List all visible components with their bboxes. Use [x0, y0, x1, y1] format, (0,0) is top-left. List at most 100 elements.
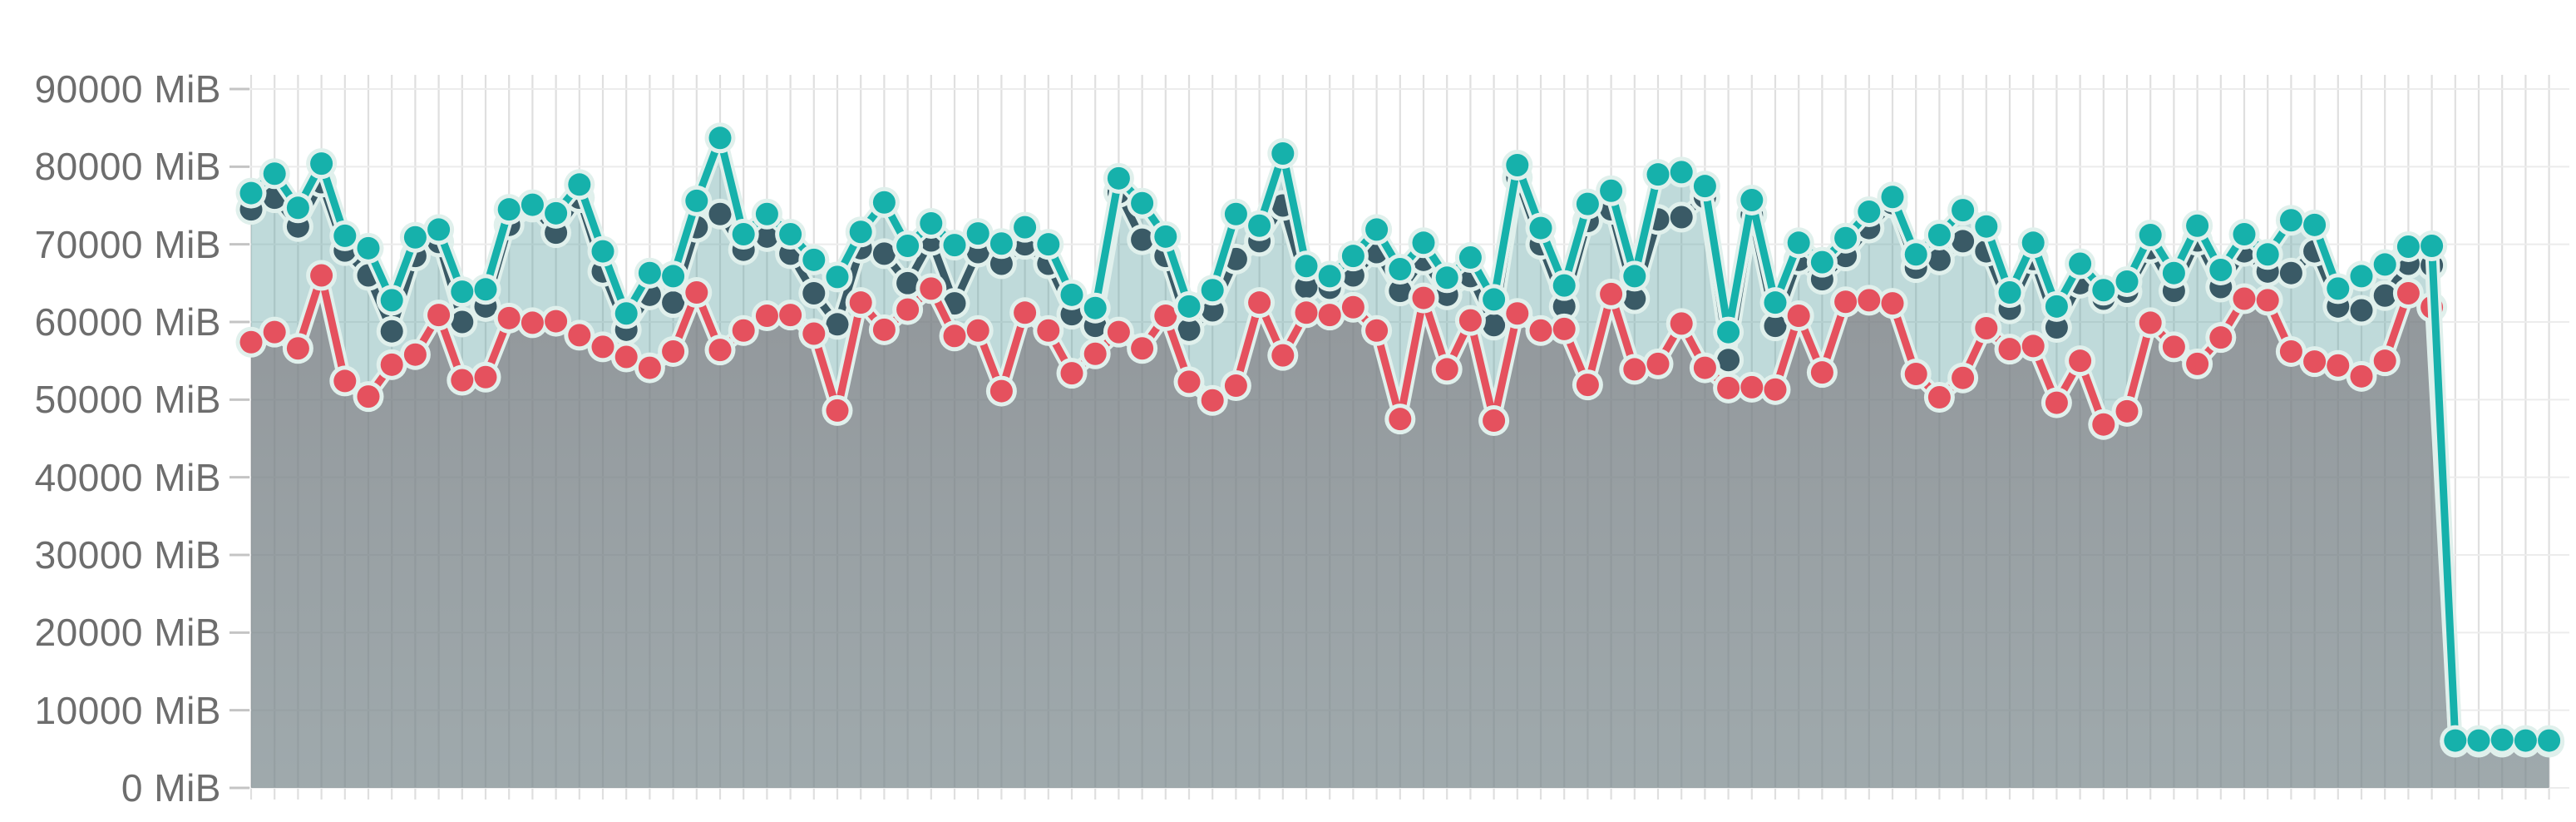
- teal-series-point[interactable]: [638, 261, 661, 285]
- red-series-point[interactable]: [2256, 289, 2279, 312]
- red-series-point[interactable]: [1248, 291, 1271, 314]
- teal-series-point[interactable]: [2209, 258, 2233, 281]
- teal-series-point[interactable]: [826, 265, 849, 289]
- red-series-point[interactable]: [1858, 289, 1881, 312]
- red-series-point[interactable]: [872, 318, 896, 341]
- red-series-point[interactable]: [1740, 375, 1764, 399]
- red-series-point[interactable]: [1318, 304, 1341, 327]
- red-series-point[interactable]: [263, 320, 286, 344]
- teal-series-point[interactable]: [1810, 250, 1833, 274]
- teal-series-point[interactable]: [1552, 274, 1576, 297]
- red-series-point[interactable]: [896, 298, 920, 321]
- teal-series-point[interactable]: [1435, 266, 1458, 290]
- red-series-point[interactable]: [989, 379, 1013, 403]
- red-series-point[interactable]: [708, 339, 732, 362]
- red-series-point[interactable]: [2092, 413, 2115, 436]
- teal-series-point[interactable]: [1834, 226, 1858, 250]
- teal-series-point[interactable]: [2538, 729, 2561, 752]
- red-series-point[interactable]: [614, 345, 638, 369]
- teal-series-point[interactable]: [545, 201, 568, 225]
- red-series-point[interactable]: [2303, 350, 2327, 374]
- teal-series-point[interactable]: [802, 248, 826, 271]
- teal-series-point[interactable]: [1154, 225, 1177, 248]
- red-series-point[interactable]: [403, 343, 427, 366]
- teal-series-point[interactable]: [1271, 141, 1295, 165]
- red-series-point[interactable]: [1037, 319, 1060, 342]
- dark-slate-series-point[interactable]: [989, 252, 1013, 275]
- red-series-point[interactable]: [802, 322, 826, 345]
- red-series-point[interactable]: [239, 330, 263, 354]
- red-series-point[interactable]: [1295, 301, 1318, 324]
- teal-series-point[interactable]: [403, 225, 427, 249]
- red-series-point[interactable]: [427, 304, 451, 327]
- teal-series-point[interactable]: [1389, 258, 1412, 281]
- teal-series-point[interactable]: [380, 289, 403, 312]
- teal-series-point[interactable]: [1623, 265, 1646, 288]
- dark-slate-series-point[interactable]: [1717, 349, 1740, 372]
- red-series-point[interactable]: [2233, 287, 2256, 310]
- red-series-point[interactable]: [1975, 316, 1998, 339]
- teal-series-point[interactable]: [1717, 320, 1740, 344]
- teal-series-point[interactable]: [1458, 246, 1482, 270]
- red-series-point[interactable]: [1952, 366, 1975, 389]
- teal-series-point[interactable]: [1670, 161, 1693, 184]
- teal-series-point[interactable]: [1083, 296, 1107, 319]
- teal-series-point[interactable]: [708, 126, 732, 150]
- dark-slate-series-point[interactable]: [662, 291, 685, 314]
- teal-series-point[interactable]: [1764, 291, 1787, 314]
- dark-slate-series-point[interactable]: [2279, 261, 2302, 285]
- teal-series-point[interactable]: [989, 232, 1013, 255]
- dark-slate-series-point[interactable]: [1764, 314, 1787, 338]
- red-series-point[interactable]: [685, 281, 708, 305]
- teal-series-point[interactable]: [2115, 270, 2139, 293]
- red-series-point[interactable]: [1998, 338, 2021, 361]
- teal-series-point[interactable]: [1693, 175, 1716, 198]
- red-series-point[interactable]: [1834, 290, 1858, 314]
- dark-slate-series-point[interactable]: [2373, 284, 2396, 307]
- red-series-point[interactable]: [1810, 361, 1833, 384]
- red-series-point[interactable]: [732, 319, 755, 342]
- teal-series-point[interactable]: [2444, 729, 2467, 752]
- dark-slate-series-point[interactable]: [1927, 248, 1951, 271]
- red-series-point[interactable]: [380, 353, 403, 376]
- teal-series-point[interactable]: [1998, 281, 2021, 305]
- red-series-point[interactable]: [1529, 319, 1552, 342]
- teal-series-point[interactable]: [614, 302, 638, 325]
- teal-series-point[interactable]: [2490, 728, 2514, 751]
- red-series-point[interactable]: [1271, 344, 1295, 367]
- teal-series-point[interactable]: [286, 196, 309, 220]
- dark-slate-series-point[interactable]: [451, 310, 474, 334]
- dark-slate-series-point[interactable]: [1201, 299, 1224, 322]
- teal-series-point[interactable]: [2233, 223, 2256, 246]
- red-series-point[interactable]: [1341, 295, 1364, 319]
- red-series-point[interactable]: [545, 309, 568, 333]
- red-series-point[interactable]: [1389, 408, 1412, 431]
- teal-series-point[interactable]: [497, 198, 521, 221]
- teal-series-point[interactable]: [2373, 253, 2396, 276]
- red-series-point[interactable]: [474, 365, 497, 389]
- teal-series-point[interactable]: [2139, 223, 2162, 246]
- red-series-point[interactable]: [1904, 363, 1927, 386]
- red-series-point[interactable]: [1107, 320, 1130, 344]
- teal-series-point[interactable]: [239, 181, 263, 205]
- teal-series-point[interactable]: [2279, 209, 2302, 232]
- red-series-point[interactable]: [521, 311, 544, 334]
- dark-slate-series-point[interactable]: [1295, 275, 1318, 299]
- teal-series-point[interactable]: [1365, 218, 1389, 241]
- teal-series-point[interactable]: [685, 189, 708, 212]
- red-series-point[interactable]: [943, 324, 966, 348]
- teal-series-point[interactable]: [474, 278, 497, 301]
- red-series-point[interactable]: [920, 277, 943, 300]
- teal-series-point[interactable]: [1224, 202, 1247, 225]
- teal-series-point[interactable]: [920, 211, 943, 235]
- red-series-point[interactable]: [2327, 354, 2350, 377]
- teal-series-point[interactable]: [1412, 231, 1435, 255]
- teal-series-point[interactable]: [2021, 231, 2045, 255]
- teal-series-point[interactable]: [943, 234, 966, 257]
- red-series-point[interactable]: [638, 356, 661, 379]
- red-series-point[interactable]: [755, 305, 778, 328]
- teal-series-point[interactable]: [427, 218, 451, 241]
- red-series-point[interactable]: [1412, 286, 1435, 309]
- dark-slate-series-point[interactable]: [1483, 314, 1506, 337]
- teal-series-point[interactable]: [1483, 288, 1506, 311]
